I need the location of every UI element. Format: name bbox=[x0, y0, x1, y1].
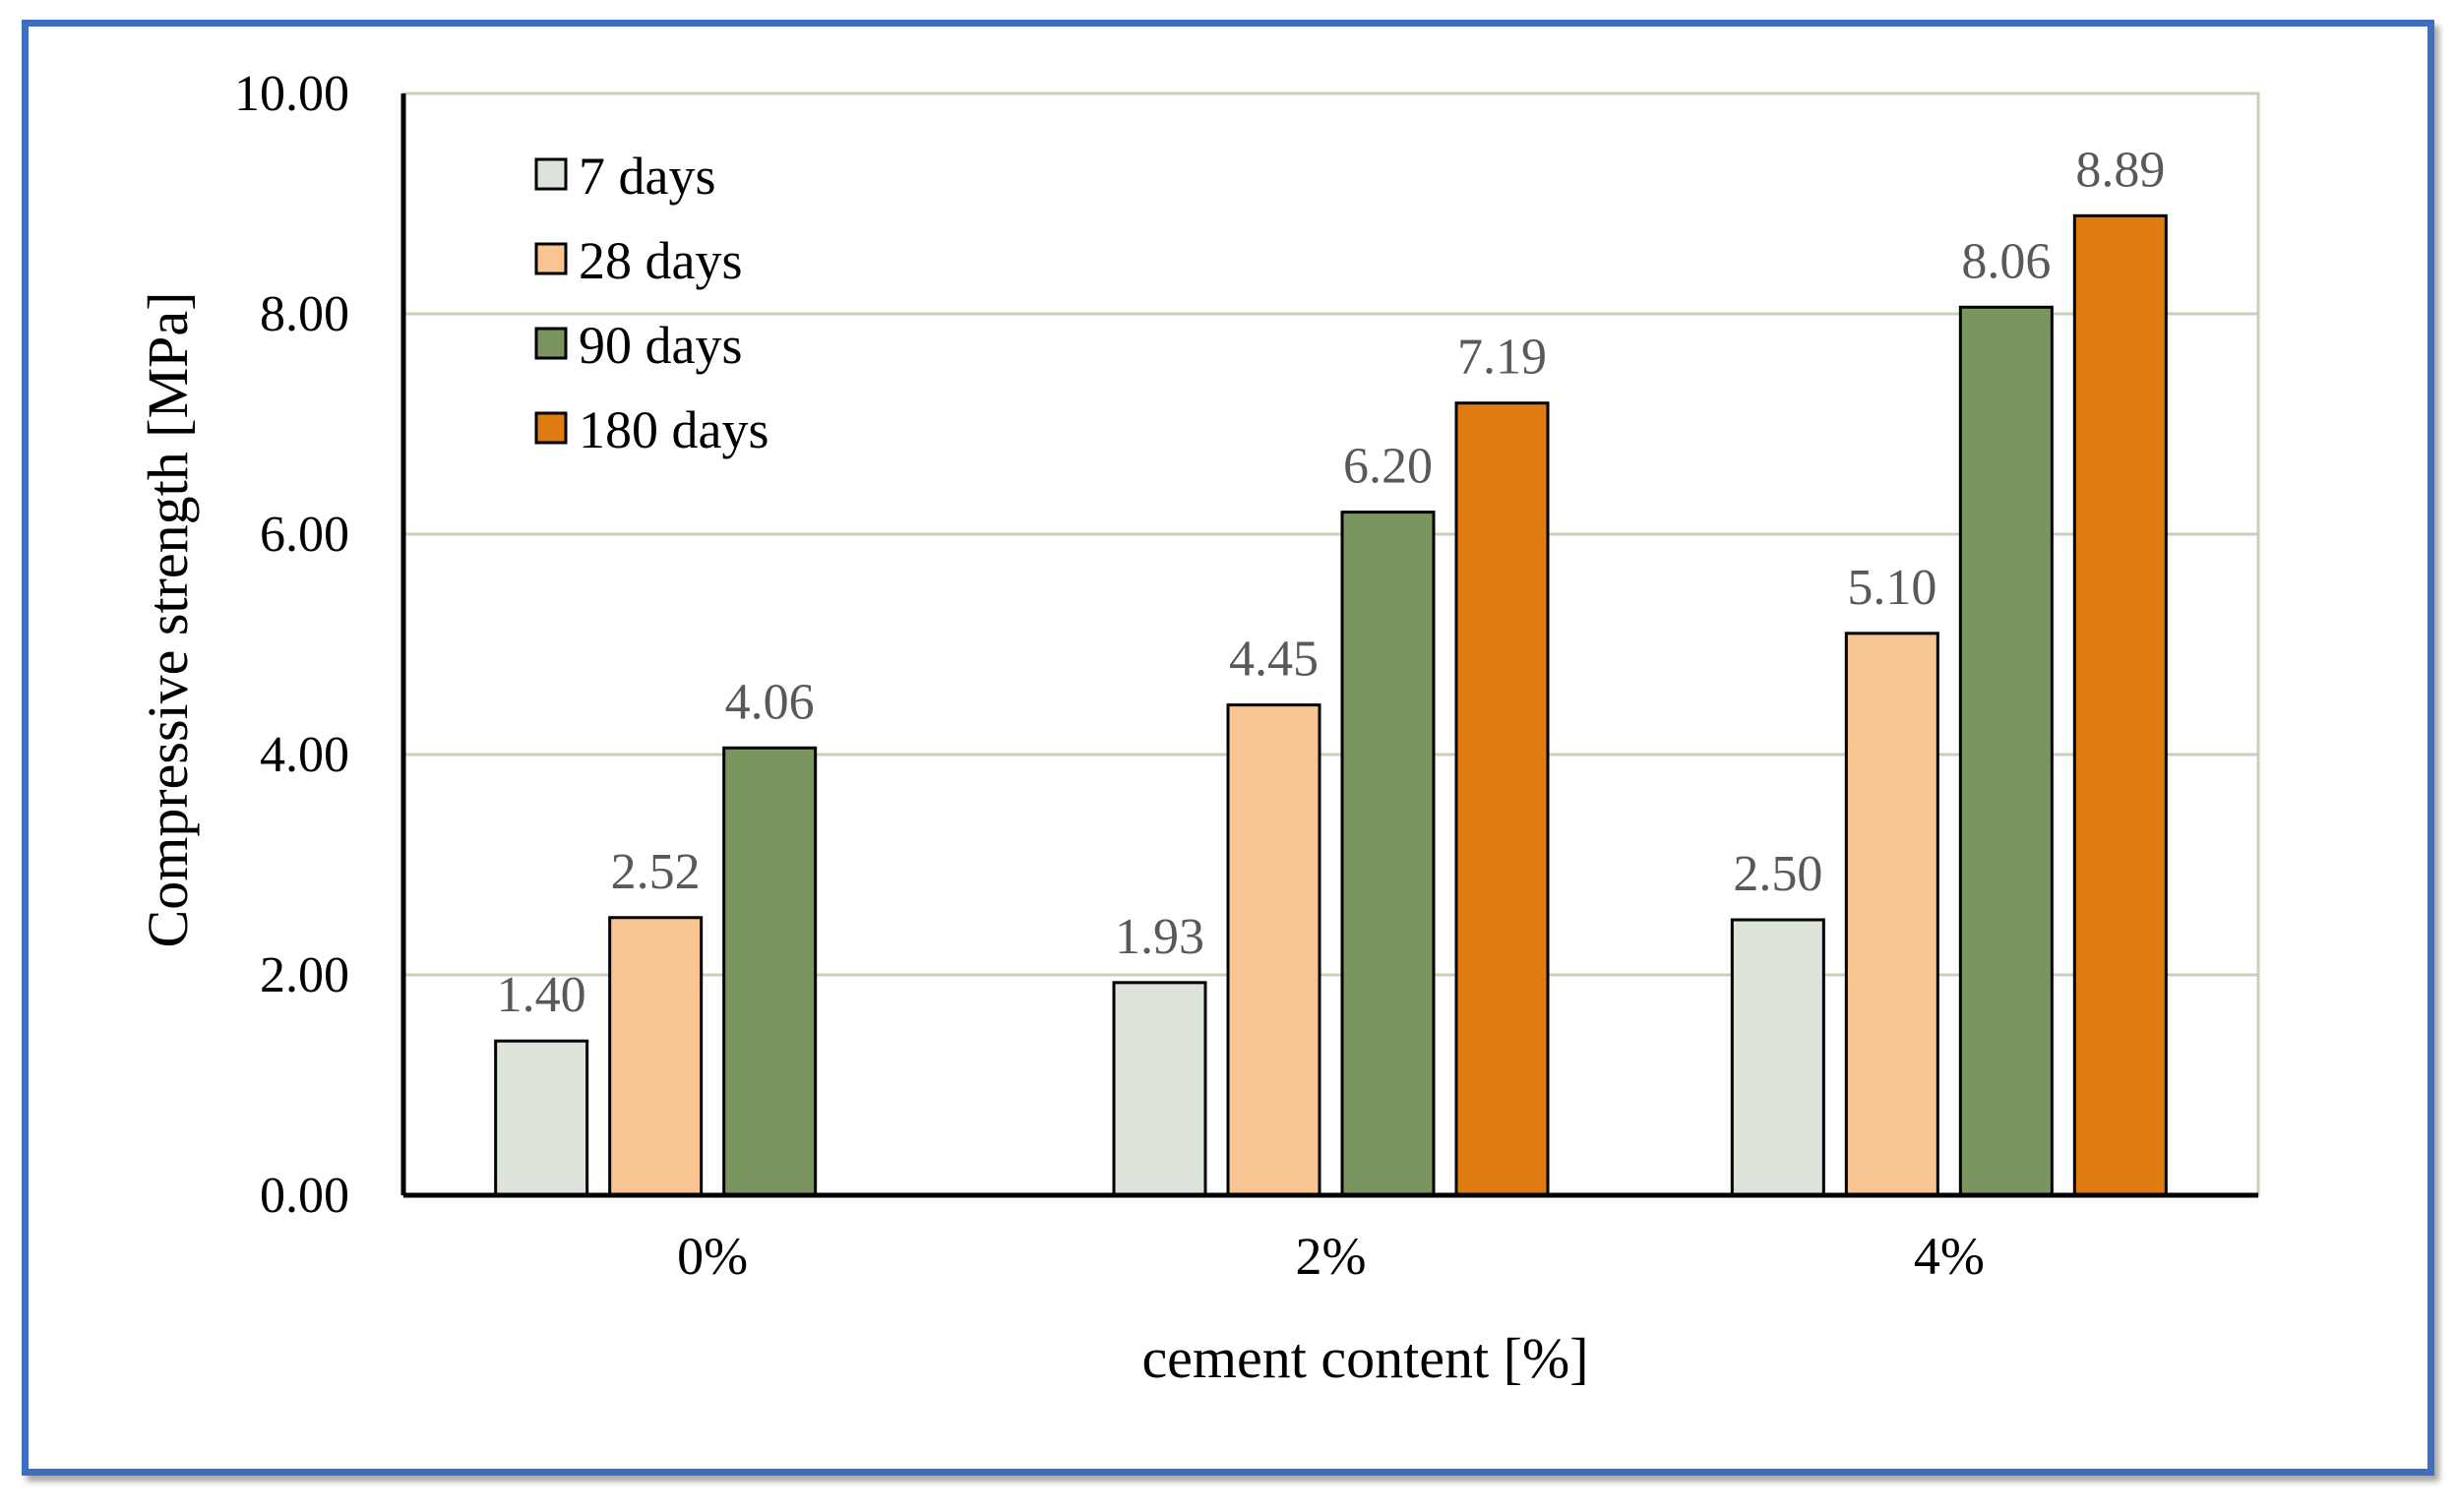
legend-swatch bbox=[534, 411, 568, 445]
data-label: 7.19 bbox=[1457, 330, 1547, 386]
data-label: 4.45 bbox=[1229, 632, 1319, 688]
x-tick-label: 4% bbox=[1914, 1227, 1985, 1286]
x-axis-categories: 0% 2% 4% bbox=[677, 1227, 1985, 1286]
data-label: 6.20 bbox=[1343, 439, 1433, 495]
data-label: 8.06 bbox=[1961, 233, 2051, 289]
y-tick-label: 10.00 bbox=[234, 66, 349, 122]
bar-7-days-0pct bbox=[494, 1039, 589, 1197]
x-axis-title: cement content [%] bbox=[1141, 1326, 1588, 1390]
bar-7-days-4pct bbox=[1730, 918, 1825, 1197]
y-tick-label: 2.00 bbox=[260, 947, 349, 1003]
y-tick-label: 0.00 bbox=[260, 1168, 349, 1224]
y-axis-title: Compressive strength [MPa] bbox=[136, 292, 200, 948]
legend-label: 7 days bbox=[579, 147, 715, 206]
x-tick-label: 0% bbox=[677, 1227, 748, 1286]
bar-90-days-0pct bbox=[722, 746, 818, 1197]
y-axis-ticks: 0.00 2.00 4.00 6.00 8.00 10.00 bbox=[234, 66, 349, 1224]
bar-28-days-4pct bbox=[1844, 632, 1939, 1197]
bar-180-days-2pct bbox=[1454, 401, 1550, 1197]
bar-28-days-2pct bbox=[1226, 703, 1321, 1197]
bar-90-days-2pct bbox=[1340, 511, 1436, 1197]
bar-28-days-0pct bbox=[608, 916, 704, 1197]
data-label: 2.52 bbox=[611, 844, 701, 900]
legend-label: 180 days bbox=[579, 400, 768, 459]
data-label: 1.40 bbox=[497, 967, 586, 1023]
legend-swatch bbox=[534, 242, 568, 275]
y-tick-label: 6.00 bbox=[260, 507, 349, 563]
data-label: 5.10 bbox=[1847, 560, 1936, 616]
bar-90-days-4pct bbox=[1958, 305, 2054, 1197]
data-labels: 1.40 2.52 4.06 1.93 4.45 6.20 7.19 2.50 5.10 8.06… bbox=[497, 142, 2166, 1023]
legend: 7 days 28 days 90 days 180 days bbox=[534, 147, 768, 459]
bars bbox=[494, 213, 2168, 1197]
data-label: 1.93 bbox=[1115, 909, 1204, 965]
data-label: 4.06 bbox=[725, 674, 815, 730]
y-tick-label: 4.00 bbox=[260, 727, 349, 783]
legend-swatch bbox=[534, 157, 568, 191]
bar-7-days-2pct bbox=[1112, 981, 1207, 1197]
data-label: 2.50 bbox=[1733, 846, 1822, 902]
bar-180-days-4pct bbox=[2072, 213, 2168, 1197]
legend-label: 28 days bbox=[579, 231, 742, 290]
legend-label: 90 days bbox=[579, 316, 742, 375]
legend-swatch bbox=[534, 327, 568, 360]
y-tick-label: 8.00 bbox=[260, 286, 349, 342]
x-tick-label: 2% bbox=[1296, 1227, 1367, 1286]
data-label: 8.89 bbox=[2075, 142, 2165, 198]
